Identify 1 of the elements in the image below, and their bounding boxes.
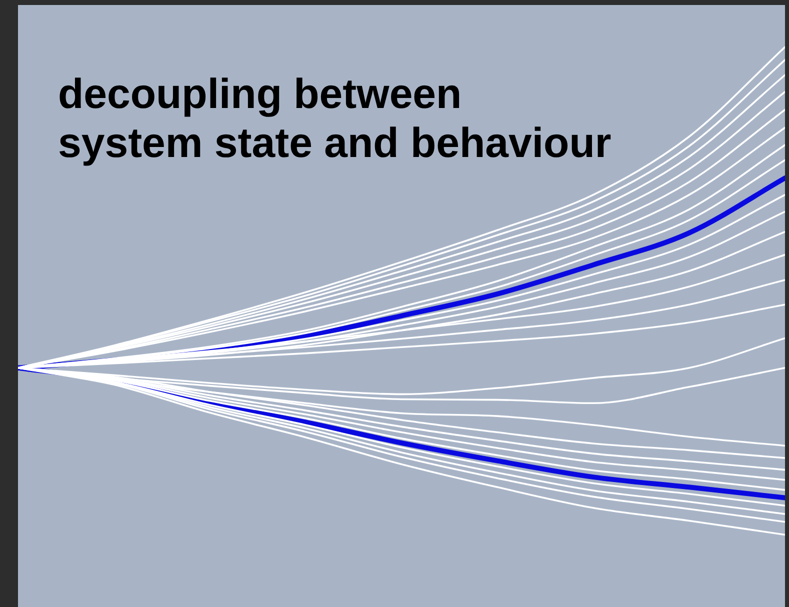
text: decoupling between system state and behaviour [58,69,612,167]
